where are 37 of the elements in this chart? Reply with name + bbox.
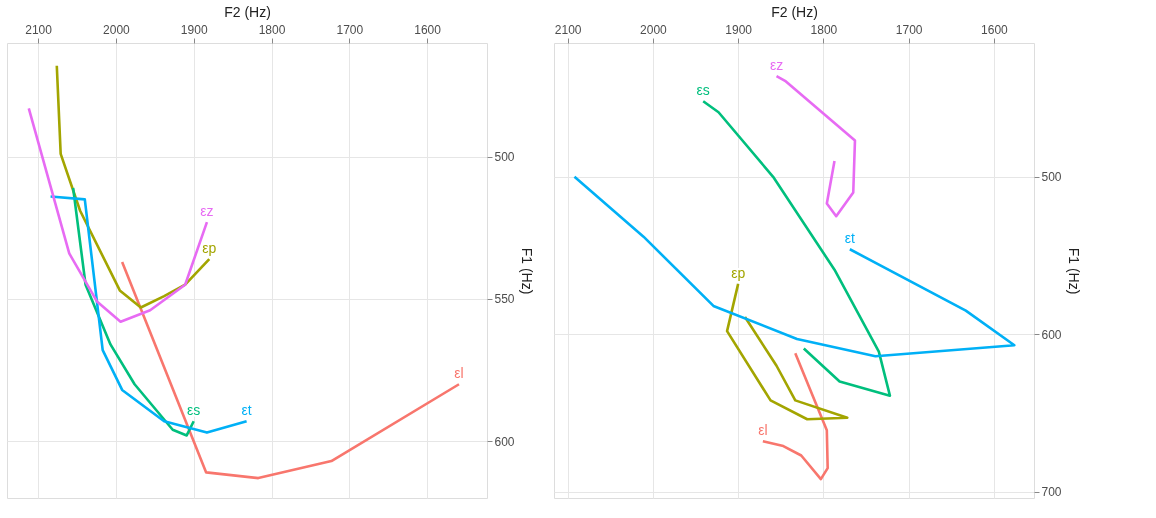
x-tick-label: 2000 <box>103 22 131 37</box>
series-label: εz <box>200 203 214 220</box>
y-tick-label: 550 <box>494 292 515 307</box>
x-tick-label: 2100 <box>25 22 53 37</box>
series-label: εz <box>769 57 784 74</box>
line-series <box>725 282 849 421</box>
series-label: εs <box>696 82 710 99</box>
series-label: εs <box>187 402 201 419</box>
y-tick-label: 600 <box>1041 327 1062 342</box>
x-tick-label: 1600 <box>981 22 1009 37</box>
y-tick-label: 500 <box>494 150 515 165</box>
y-tick-label: 600 <box>494 434 515 449</box>
series-label: εt <box>844 230 856 247</box>
x-tick-label: 2100 <box>554 22 582 37</box>
series-label: εl <box>454 365 464 382</box>
series-label: εl <box>758 422 768 439</box>
x-tick-label: 1700 <box>895 22 923 37</box>
x-tick-label: 1800 <box>810 22 838 37</box>
x-tick-label: 1700 <box>336 22 364 37</box>
x-tick-label: 1900 <box>725 22 753 37</box>
line-series <box>701 99 892 397</box>
line-series <box>775 74 857 218</box>
x-axis-title: F2 (Hz) <box>224 3 271 20</box>
series-label: εp <box>731 264 746 281</box>
series-label: εp <box>202 240 217 257</box>
y-tick-label: 500 <box>1041 170 1062 185</box>
x-tick-label: 2000 <box>640 22 668 37</box>
series-label: εt <box>241 402 252 419</box>
x-axis-title: F2 (Hz) <box>771 3 818 20</box>
y-tick-label: 700 <box>1041 485 1062 500</box>
x-tick-label: 1900 <box>180 22 208 37</box>
x-tick-label: 1600 <box>414 22 442 37</box>
y-axis-title: F1 (Hz) <box>1065 247 1082 295</box>
x-tick-label: 1800 <box>258 22 286 37</box>
y-axis-title: F1 (Hz) <box>518 247 535 295</box>
line-series <box>120 260 461 480</box>
line-series <box>573 175 1016 358</box>
